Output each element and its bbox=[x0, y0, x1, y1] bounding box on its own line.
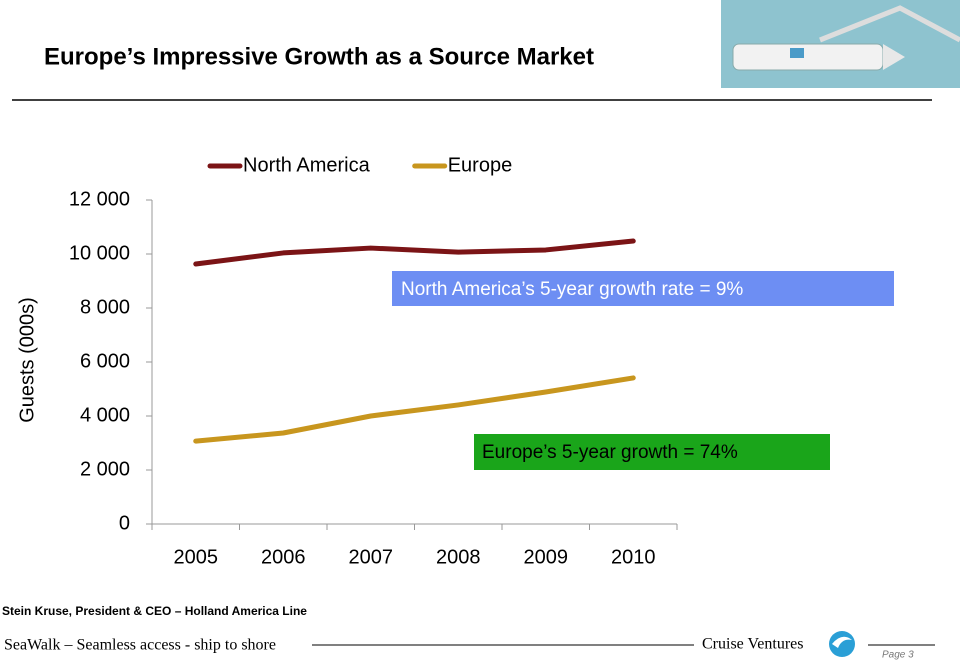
y-tick-label: 2 000 bbox=[80, 458, 130, 480]
y-tick-label: 10 000 bbox=[69, 242, 130, 264]
y-tick-label: 8 000 bbox=[80, 296, 130, 318]
series-line bbox=[193, 238, 636, 267]
x-tick-label: 2010 bbox=[611, 546, 656, 568]
annotation-box bbox=[474, 434, 830, 470]
slide-title: Europe’s Impressive Growth as a Source M… bbox=[44, 43, 594, 70]
brand: Cruise Ventures bbox=[702, 636, 803, 653]
legend-label: Europe bbox=[448, 154, 513, 176]
x-tick-label: 2007 bbox=[349, 546, 394, 568]
annotation: Europe’s 5-year growth = 74% bbox=[482, 442, 738, 463]
y-tick-label: 4 000 bbox=[80, 404, 130, 426]
y-tick-label: 0 bbox=[119, 512, 130, 534]
ship-image bbox=[721, 0, 960, 88]
annotation-box bbox=[392, 271, 894, 306]
y-tick-label: 6 000 bbox=[80, 350, 130, 372]
y-tick-label: 12 000 bbox=[69, 188, 130, 210]
y-axis-label: Guests (000s) bbox=[16, 297, 38, 423]
speaker: Stein Kruse, President & CEO – Holland A… bbox=[2, 604, 307, 618]
page-number: Page 3 bbox=[882, 650, 914, 661]
legend-label: North America bbox=[243, 154, 371, 176]
x-tick-label: 2009 bbox=[524, 546, 569, 568]
tagline: SeaWalk – Seamless access - ship to shor… bbox=[4, 637, 276, 654]
brand-logo bbox=[829, 631, 855, 657]
annotation: North America’s 5-year growth rate = 9% bbox=[401, 279, 743, 300]
x-tick-label: 2008 bbox=[436, 546, 481, 568]
series-line bbox=[193, 375, 636, 444]
x-tick-label: 2006 bbox=[261, 546, 306, 568]
x-tick-label: 2005 bbox=[174, 546, 219, 568]
